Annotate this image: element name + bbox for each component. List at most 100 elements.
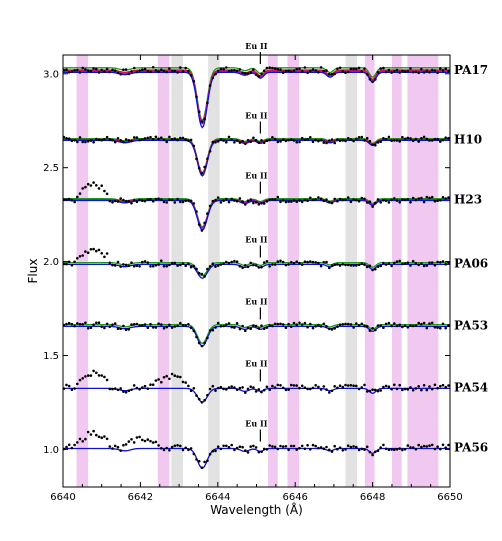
data-point [328,139,331,142]
data-point [444,67,448,70]
data-point [260,202,263,205]
data-point [195,157,198,161]
star-label-h10: H10 [454,133,482,147]
data-point [390,139,393,143]
data-point [89,248,93,251]
data-point [78,71,82,74]
data-point [149,197,152,201]
data-point [365,390,369,393]
data-point [260,265,263,269]
data-point [341,263,345,266]
data-point [184,138,187,141]
data-point [127,199,131,203]
data-point [401,325,404,329]
data-point [197,341,201,345]
data-point [281,199,285,202]
data-point [309,448,312,451]
data-point [300,384,304,388]
data-point [105,67,109,71]
data-point [284,445,288,448]
data-point [300,323,304,326]
data-point [86,251,90,254]
data-point [65,445,68,449]
data-point [330,328,334,331]
data-point [138,198,141,202]
data-point [390,387,393,391]
data-point [398,71,402,74]
data-point [444,136,448,139]
data-point [81,254,84,257]
data-point [135,322,139,326]
data-point [211,384,215,388]
data-point [189,265,193,269]
data-point [73,260,76,264]
data-point [322,322,326,326]
data-point [376,449,380,453]
data-point [176,375,179,378]
data-point [403,448,407,451]
data-point [241,445,244,449]
data-point [151,264,155,268]
data-point [409,386,412,389]
data-point [254,138,258,142]
data-point [279,322,282,326]
x-tick-label: 6650 [437,492,462,503]
data-point [189,389,193,393]
data-point [86,182,90,186]
data-point [390,448,393,451]
data-point [127,328,131,331]
data-point [179,263,182,267]
data-point [417,263,421,267]
data-point [65,198,68,201]
data-point [330,389,334,393]
data-point [192,202,196,205]
data-point [409,264,412,267]
gray-band [208,55,220,487]
data-point [430,321,434,325]
data-point [173,444,177,448]
data-point [281,138,285,141]
data-point [311,140,315,143]
data-point [382,261,385,265]
data-point [235,199,239,203]
data-point [401,388,404,392]
data-point [143,260,147,263]
data-point [81,140,84,144]
data-point [208,84,212,87]
data-point [95,67,98,71]
data-point [262,69,266,73]
data-point [160,259,163,263]
data-point [84,375,87,378]
data-point [371,80,374,84]
data-point [390,324,393,328]
data-point [132,66,136,70]
data-point [260,324,263,328]
data-point [230,325,233,329]
data-point [441,196,445,199]
data-point [325,325,328,328]
data-point [173,201,177,204]
data-point [160,323,163,326]
data-point [192,80,196,83]
data-point [146,387,150,391]
data-point [384,263,388,266]
data-point [219,447,223,451]
data-point [195,458,198,461]
data-point [200,229,204,232]
data-point [265,448,269,451]
data-point [84,185,87,189]
eu-ii-label: Eu II [245,296,267,306]
data-point [200,401,204,404]
data-point [303,138,307,142]
star-label-h23: H23 [454,193,482,207]
data-point [252,201,255,205]
data-point [73,324,76,328]
data-point [206,101,209,105]
data-point [219,67,223,71]
data-point [146,70,150,73]
magenta-band [407,55,439,487]
data-point [244,203,247,206]
data-point [374,328,377,332]
data-point [84,321,87,325]
data-point [322,141,326,144]
